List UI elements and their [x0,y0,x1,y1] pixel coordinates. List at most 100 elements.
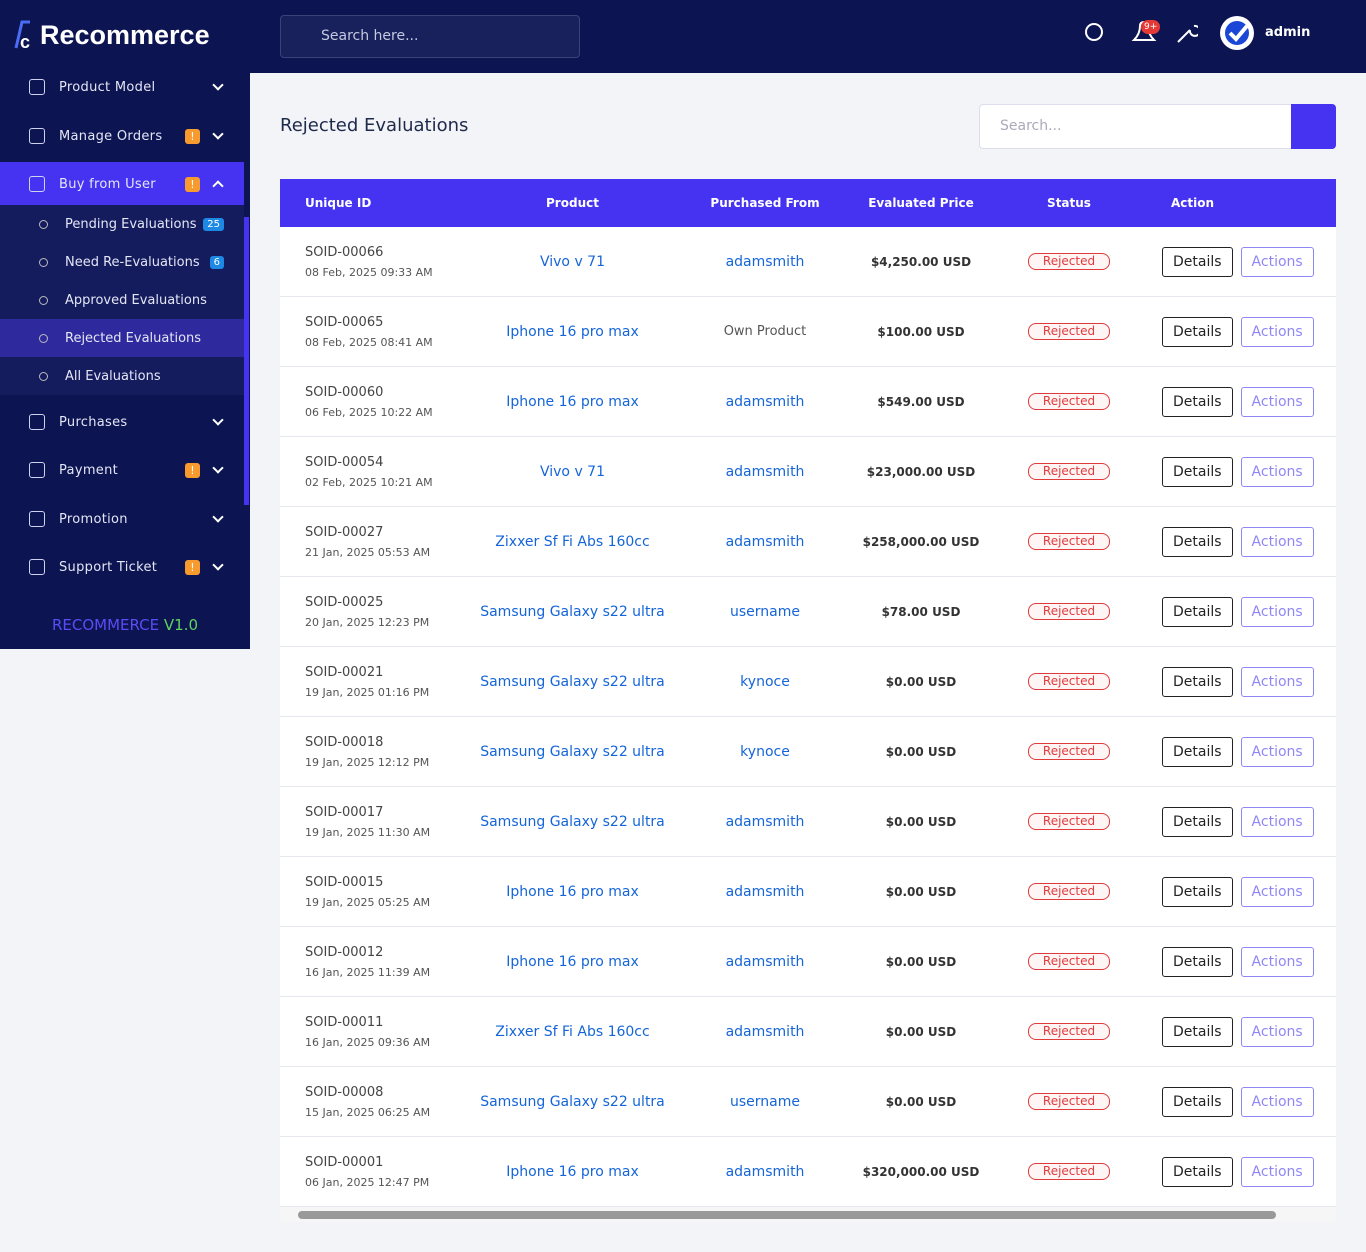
menu-label: Buy from User [59,176,156,192]
purchased-from[interactable]: adamsmith [725,393,805,410]
actions-button[interactable]: Actions [1240,246,1314,277]
table-row: SOID-00008 15 Jan, 2025 06:25 AM Samsung G… [280,1067,1336,1137]
purchased-from[interactable]: kynoce [740,743,790,760]
price: $258,000.00 USD [862,534,980,549]
details-button[interactable]: Details [1162,1156,1233,1187]
product[interactable]: Iphone 16 pro max [506,1163,639,1180]
purchased-from[interactable]: adamsmith [725,533,805,550]
details-button[interactable]: Details [1162,386,1233,417]
submenu-item[interactable]: Need Re-Evaluations 6 [0,243,244,281]
purchased-from[interactable]: adamsmith [725,883,805,900]
details-button[interactable]: Details [1162,1016,1233,1047]
actions-button[interactable]: Actions [1240,526,1314,557]
chevron[interactable] [212,511,224,523]
product[interactable]: Samsung Galaxy s22 ultra [480,743,665,760]
purchased-from[interactable]: username [730,603,800,620]
date: 08 Feb, 2025 08:41 AM [305,335,433,349]
brand[interactable]: c Recommerce [10,18,210,52]
avatar[interactable] [1220,16,1256,52]
product[interactable]: Samsung Galaxy s22 ultra [480,1093,665,1110]
chevron[interactable] [212,462,224,474]
actions-button[interactable]: Actions [1240,386,1314,417]
actions-cell: Details Actions [1162,857,1336,926]
details-button[interactable]: Details [1162,946,1233,977]
purchased-from[interactable]: adamsmith [725,253,805,270]
menu-item[interactable]: Manage Orders! [0,114,244,158]
actions-button[interactable]: Actions [1240,1016,1314,1047]
chevron[interactable] [212,559,224,571]
submenu-item[interactable]: All Evaluations [0,357,244,395]
submenu-item[interactable]: Approved Evaluations [0,281,244,319]
purchased-from[interactable]: adamsmith [725,1023,805,1040]
actions-button[interactable]: Actions [1240,806,1314,837]
product[interactable]: Zixxer Sf Fi Abs 160cc [495,1023,650,1040]
user-name[interactable]: admin [1265,25,1311,40]
thumb[interactable] [298,1211,1276,1219]
chevron[interactable] [212,414,224,426]
product[interactable]: Vivo v 71 [539,463,605,480]
chevron[interactable] [212,180,224,192]
menu-item[interactable]: Support Ticket! [0,545,244,589]
details-button[interactable]: Details [1162,806,1233,837]
purchased-from[interactable]: adamsmith [725,463,805,480]
actions-button[interactable]: Actions [1240,1156,1314,1187]
product[interactable]: Vivo v 71 [539,253,605,270]
product[interactable]: Iphone 16 pro max [506,323,639,340]
purchased-from[interactable]: adamsmith [725,953,805,970]
icons[interactable] [1080,20,1116,56]
actions-button[interactable]: Actions [1240,1086,1314,1117]
product[interactable]: Samsung Galaxy s22 ultra [480,813,665,830]
menu-item[interactable]: Buy from User! [0,162,244,206]
actions-button[interactable]: Actions [1240,596,1314,627]
actions-button[interactable]: Actions [1240,736,1314,767]
product[interactable]: Iphone 16 pro max [506,883,639,900]
menu-item[interactable]: Promotion [0,497,244,541]
details-button[interactable]: Details [1162,736,1233,767]
details-button[interactable]: Details [1162,666,1233,697]
icon [29,128,45,144]
menu-item[interactable]: Payment! [0,448,244,492]
submenu-item[interactable]: Rejected Evaluations [0,319,244,357]
status-cell: Rejected [992,507,1146,576]
unique-id: SOID-00027 [305,524,384,540]
page-search[interactable]: Search... [979,104,1336,149]
table-row: SOID-00011 16 Jan, 2025 09:36 AM Zixxer Sf… [280,997,1336,1067]
purchased-from[interactable]: kynoce [740,673,790,690]
details-button[interactable]: Details [1162,316,1233,347]
details-button[interactable]: Details [1162,526,1233,557]
menu-item[interactable]: Purchases [0,400,244,444]
product[interactable]: Samsung Galaxy s22 ultra [480,673,665,690]
actions-cell: Details Actions [1162,1067,1336,1136]
actions-button[interactable]: Actions [1240,946,1314,977]
unique-id: SOID-00008 [305,1084,384,1100]
settings[interactable] [1176,22,1198,44]
submenu-badge: 25 [203,217,224,231]
product[interactable]: Iphone 16 pro max [506,393,639,410]
purchased-from[interactable]: adamsmith [725,1163,805,1180]
details-button[interactable]: Details [1162,456,1233,487]
submenu-item[interactable]: Pending Evaluations 25 [0,205,244,243]
actions-button[interactable]: Actions [1240,316,1314,347]
menu-item[interactable]: Product Model [0,65,244,109]
top-search[interactable]: Search here... [280,15,580,58]
details-button[interactable]: Details [1162,246,1233,277]
purchased-from[interactable]: adamsmith [725,813,805,830]
chevron[interactable] [212,79,224,91]
details-button[interactable]: Details [1162,596,1233,627]
table: Unique ID Product Purchased From Evaluated … [280,179,1336,1222]
chevron[interactable] [212,128,224,140]
menu-badge: ! [185,128,200,144]
product[interactable]: Iphone 16 pro max [506,953,639,970]
details-button[interactable]: Details [1162,876,1233,907]
product[interactable]: Zixxer Sf Fi Abs 160cc [495,533,650,550]
actions-button[interactable]: Actions [1240,666,1314,697]
product[interactable]: Samsung Galaxy s22 ultra [480,603,665,620]
purchased-from[interactable]: username [730,1093,800,1110]
search-button[interactable] [1291,104,1336,149]
status-cell: Rejected [992,437,1146,506]
menu-badge: ! [185,462,200,478]
details-button[interactable]: Details [1162,1086,1233,1117]
actions-button[interactable]: Actions [1240,876,1314,907]
actions-button[interactable]: Actions [1240,456,1314,487]
